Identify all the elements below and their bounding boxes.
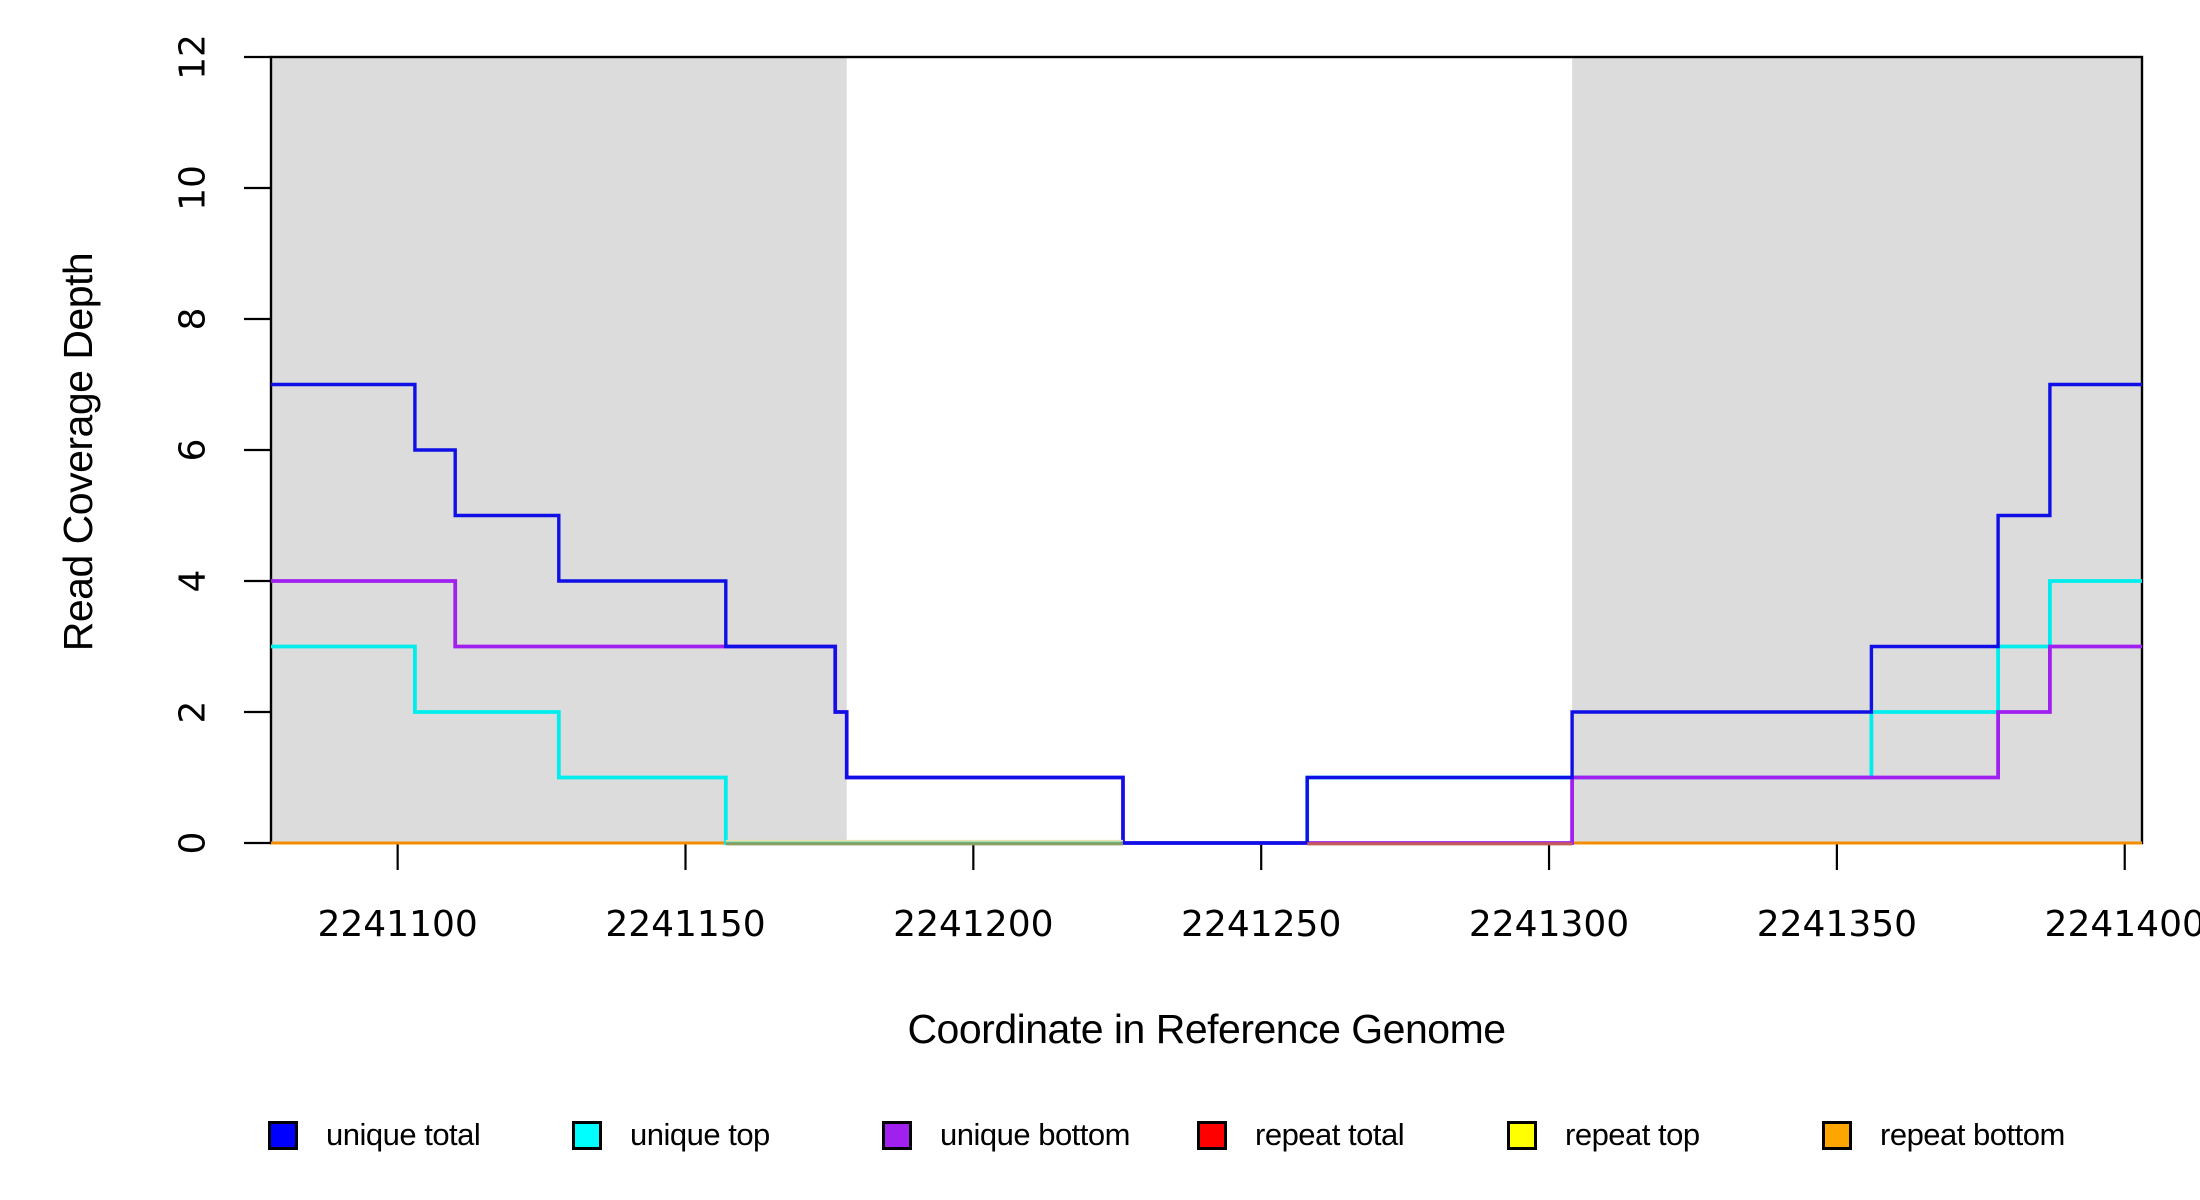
y-axis-title: Read Coverage Depth: [55, 252, 101, 652]
y-tick-label: 6: [173, 439, 214, 462]
legend-label: unique total: [326, 1117, 481, 1152]
x-tick-label: 2241350: [1757, 904, 1917, 945]
x-tick-label: 2241150: [605, 904, 765, 945]
x-tick-label: 2241200: [893, 904, 1053, 945]
series-unique-total: [271, 382, 2142, 845]
repeat-total-swatch-icon: [1197, 1120, 1227, 1150]
legend: unique total unique top unique bottom re…: [0, 1117, 2200, 1158]
legend-item-repeat-top: repeat top: [1507, 1117, 1700, 1152]
y-tick-label: 4: [173, 570, 214, 593]
unique-top-swatch-icon: [572, 1120, 602, 1150]
right-shaded-region: [1572, 57, 2142, 843]
legend-item-unique-total: unique total: [268, 1117, 481, 1152]
repeat-top-swatch-icon: [1507, 1120, 1537, 1150]
unique-total-swatch-icon: [268, 1120, 298, 1150]
y-tick-label: 0: [173, 832, 214, 855]
x-axis-title: Coordinate in Reference Genome: [907, 1006, 1506, 1052]
x-tick-label: 2241250: [1181, 904, 1341, 945]
repeat-bottom-swatch-icon: [1822, 1120, 1852, 1150]
legend-label: unique bottom: [940, 1117, 1130, 1152]
unique-bottom-swatch-icon: [882, 1120, 912, 1150]
y-tick-label: 2: [173, 701, 214, 724]
y-tick-label: 12: [173, 34, 214, 80]
legend-label: repeat total: [1255, 1117, 1405, 1152]
legend-label: repeat bottom: [1880, 1117, 2065, 1152]
y-tick-label: 10: [173, 165, 214, 211]
legend-item-unique-top: unique top: [572, 1117, 770, 1152]
legend-label: repeat top: [1565, 1117, 1700, 1152]
y-tick-label: 8: [173, 308, 214, 331]
x-tick-label: 2241100: [317, 904, 477, 945]
legend-item-unique-bottom: unique bottom: [882, 1117, 1130, 1152]
legend-item-repeat-total: repeat total: [1197, 1117, 1405, 1152]
legend-item-repeat-bottom: repeat bottom: [1822, 1117, 2065, 1152]
x-tick-label: 2241300: [1469, 904, 1629, 945]
legend-label: unique top: [630, 1117, 770, 1152]
x-tick-label: 2241400: [2045, 904, 2200, 945]
